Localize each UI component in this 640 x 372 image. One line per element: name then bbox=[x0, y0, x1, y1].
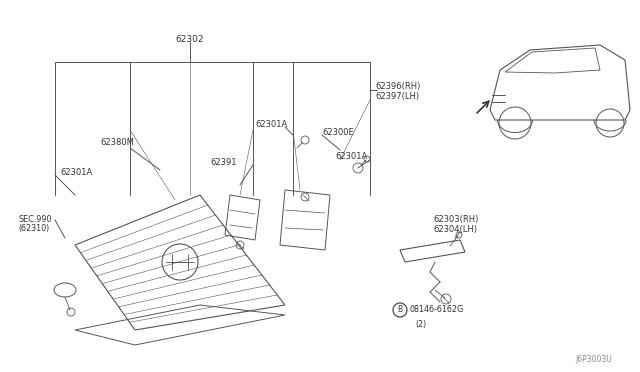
Text: 08146-6162G: 08146-6162G bbox=[410, 305, 464, 314]
Text: 62300E: 62300E bbox=[322, 128, 354, 137]
Text: 62391: 62391 bbox=[210, 158, 237, 167]
Text: 62301A: 62301A bbox=[335, 152, 367, 161]
Text: B: B bbox=[397, 305, 403, 314]
Text: J6P3003U: J6P3003U bbox=[575, 355, 612, 364]
Text: (2): (2) bbox=[415, 320, 426, 329]
Text: 62397(LH): 62397(LH) bbox=[375, 92, 419, 101]
Text: 62302: 62302 bbox=[176, 35, 204, 44]
Text: 62396(RH): 62396(RH) bbox=[375, 82, 420, 91]
Text: 62303(RH): 62303(RH) bbox=[433, 215, 478, 224]
Text: 62301A: 62301A bbox=[60, 168, 92, 177]
Text: 62304(LH): 62304(LH) bbox=[433, 225, 477, 234]
Text: (62310): (62310) bbox=[18, 224, 49, 233]
Text: SEC.990: SEC.990 bbox=[18, 215, 51, 224]
Text: 62301A: 62301A bbox=[255, 120, 287, 129]
Text: 62380M: 62380M bbox=[100, 138, 134, 147]
